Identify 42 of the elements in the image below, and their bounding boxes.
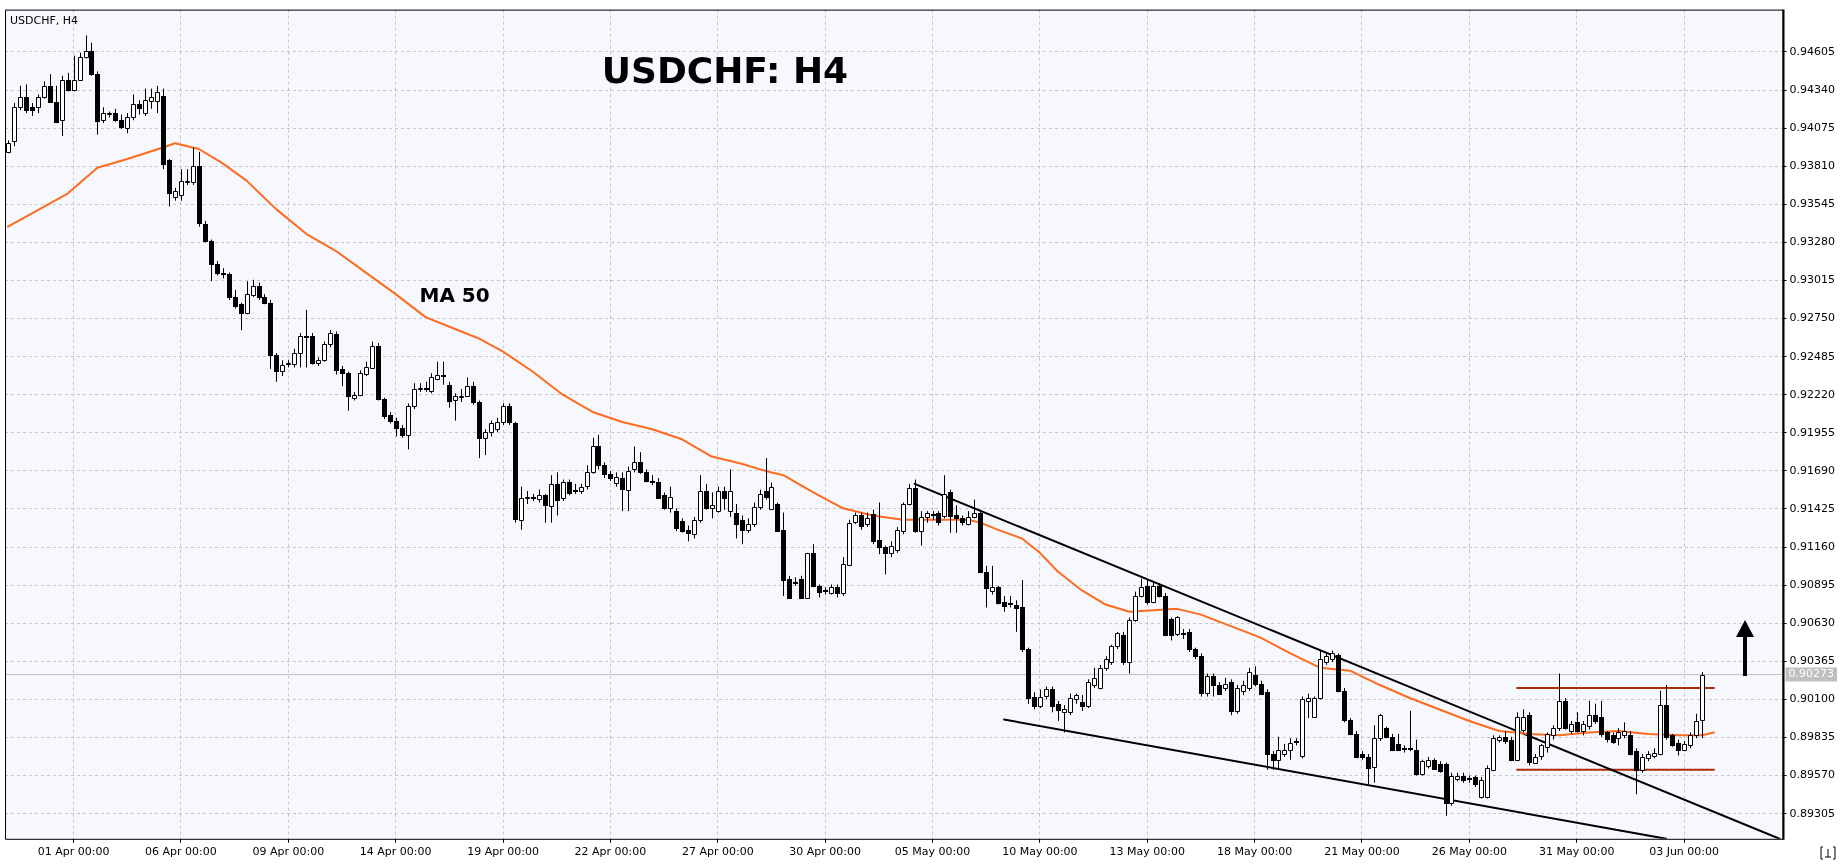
x-tick-label: 21 May 00:00 <box>1324 845 1400 859</box>
x-tick-label: 22 Apr 00:00 <box>574 845 647 859</box>
y-tick-label: 0.94075 <box>1789 121 1836 135</box>
x-tick-label: 26 May 00:00 <box>1431 845 1508 859</box>
y-tick-label: 0.93280 <box>1789 235 1836 249</box>
y-tick-label: 0.91955 <box>1789 425 1836 439</box>
x-tick-label: 13 May 00:00 <box>1109 845 1185 859</box>
x-tick-label: 09 Apr 00:00 <box>252 845 325 859</box>
series-label: MA 50 <box>419 283 490 308</box>
x-tick-label: 03 Jun 00:00 <box>1649 845 1720 859</box>
y-tick-label: 0.91160 <box>1789 539 1836 553</box>
text: USDCHF, H4 <box>10 14 79 28</box>
y-tick-label: 0.93545 <box>1789 197 1836 211</box>
x-tick-label: 18 May 00:00 <box>1216 845 1293 859</box>
candlestick <box>1700 671 1705 739</box>
x-tick-label: 31 May 00:00 <box>1539 845 1615 859</box>
y-tick-label: 0.89835 <box>1789 730 1836 744</box>
y-tick-label: 0.89570 <box>1789 768 1836 782</box>
x-tick-label: 06 Apr 00:00 <box>145 845 217 859</box>
y-tick-label: 0.90100 <box>1789 692 1836 706</box>
y-tick-label: 0.91690 <box>1789 463 1836 477</box>
ref-line-label: 0.90273 <box>1788 667 1835 681</box>
y-tick-label: 0.94340 <box>1789 82 1836 96</box>
x-tick-label: 05 May 00:00 <box>894 845 971 859</box>
x-tick-label: 10 May 00:00 <box>1002 845 1078 859</box>
x-tick-label: 01 Apr 00:00 <box>37 845 110 859</box>
y-tick-label: 0.94605 <box>1789 44 1836 58</box>
y-tick-label: 0.92220 <box>1789 387 1836 401</box>
x-tick-label: 14 Apr 00:00 <box>359 845 432 859</box>
x-tick-label: 30 Apr 00:00 <box>789 845 862 859</box>
y-tick-label: 0.91425 <box>1789 501 1836 515</box>
y-tick-label: 0.93015 <box>1789 273 1836 287</box>
x-tick-label: 27 Apr 00:00 <box>681 845 754 859</box>
y-tick-label: 0.89305 <box>1789 806 1836 820</box>
text: USDCHF: H4 <box>601 49 849 91</box>
y-tick-label: 0.90630 <box>1789 616 1836 630</box>
y-tick-label: 0.92750 <box>1789 311 1836 325</box>
y-tick-label: 0.92485 <box>1789 349 1836 363</box>
y-tick-label: 0.93810 <box>1789 159 1836 173</box>
y-tick-label: 0.90895 <box>1789 578 1836 592</box>
y-tick-label: 0.90365 <box>1789 654 1836 668</box>
x-tick-label: 19 Apr 00:00 <box>467 845 539 859</box>
